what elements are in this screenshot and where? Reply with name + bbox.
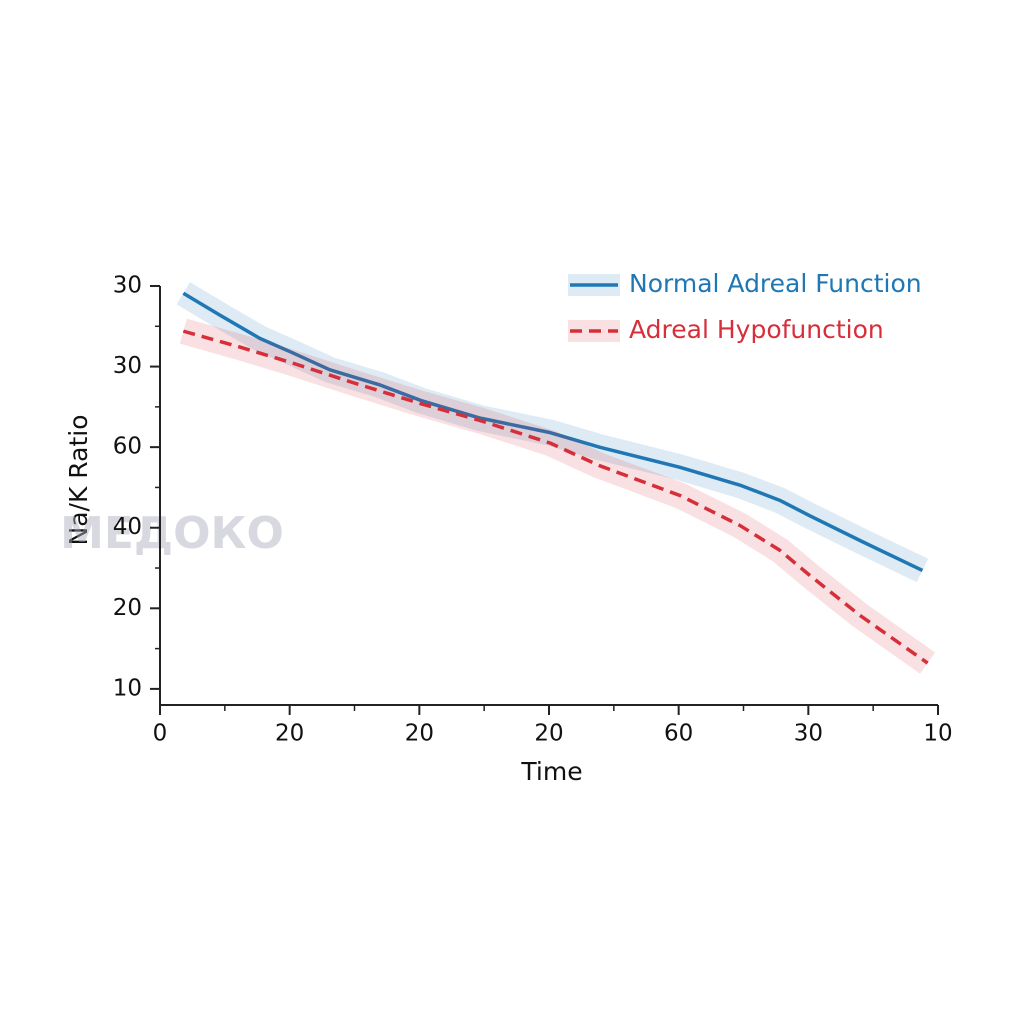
x-tick-label: 20 — [534, 721, 563, 747]
y-tick-label: 10 — [113, 675, 142, 701]
y-tick-label: 20 — [113, 595, 142, 621]
x-tick-label: 10 — [923, 721, 952, 747]
y-axis-label: Na/K Ratio — [64, 415, 93, 546]
x-tick-label: 0 — [153, 721, 168, 747]
x-tick-label: 60 — [664, 721, 693, 747]
watermark: МЕДОКО — [60, 508, 284, 559]
series-band — [179, 318, 936, 674]
x-tick-label: 30 — [794, 721, 823, 747]
x-tick-label: 20 — [405, 721, 434, 747]
legend-label: Adreal Hypofunction — [629, 315, 884, 344]
legend-label: Normal Adreal Function — [629, 269, 922, 298]
y-tick-label: 60 — [113, 434, 142, 460]
y-tick-label: 40 — [113, 514, 142, 540]
x-axis-label: Time — [520, 757, 582, 786]
series-line — [182, 329, 929, 665]
y-tick-label: 30 — [113, 353, 142, 379]
y-tick-label: 30 — [113, 273, 142, 299]
x-tick-label: 20 — [275, 721, 304, 747]
series-line — [182, 291, 924, 573]
